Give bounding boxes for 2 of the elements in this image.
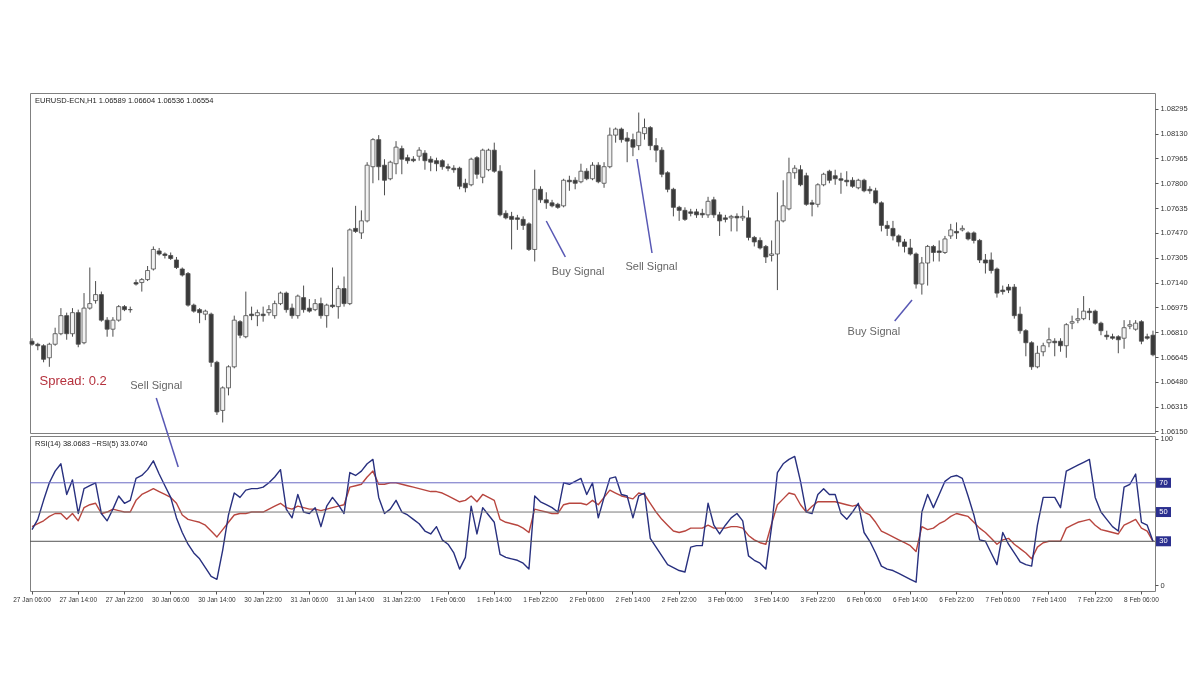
line-series	[31, 455, 1154, 583]
line-series	[31, 470, 1154, 560]
